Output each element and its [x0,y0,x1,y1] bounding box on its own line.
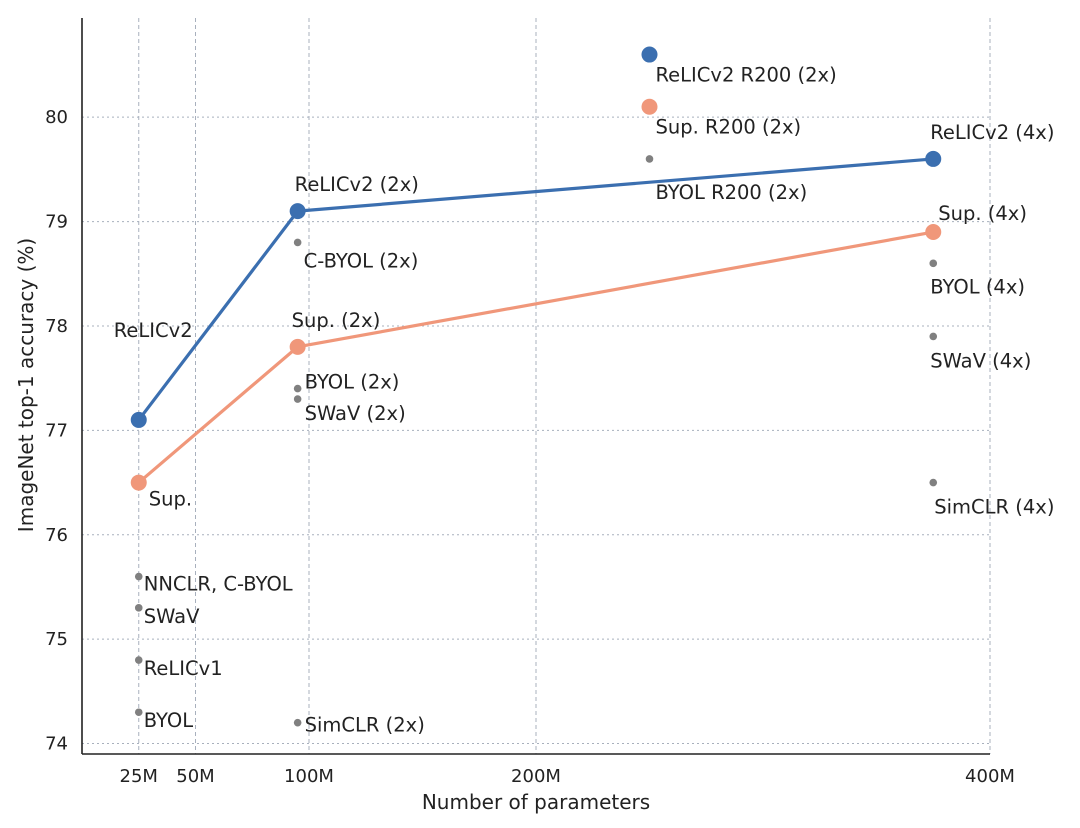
data-points [130,46,942,727]
y-tick-label: 79 [45,212,68,233]
x-tick-label: 100M [284,766,334,787]
point-marker [929,332,938,341]
point-label: SWaV (2x) [305,402,406,425]
x-tick-label: 50M [176,766,214,787]
sup-point [289,338,306,355]
y-tick-label: 75 [45,629,68,650]
y-axis-title: ImageNet top-1 accuracy (%) [14,238,38,532]
y-tick-label: 80 [45,107,68,128]
point-marker [641,46,658,63]
point-marker [134,572,143,581]
relicv2-label: ReLICv2 (4x) [930,121,1054,144]
point-label: C-BYOL (2x) [304,249,419,272]
grid [82,18,991,754]
relicv2-point [289,203,306,220]
axes: 25M 50M 100M 200M 400M 74 75 76 77 78 79 80 [45,18,1015,787]
sup-point [925,224,942,241]
point-label: ReLICv2 R200 (2x) [656,64,837,87]
point-label: BYOL (2x) [305,371,400,394]
point-label: SimCLR (2x) [305,714,425,737]
point-label: SimCLR (4x) [934,496,1054,519]
x-tick-label: 200M [511,766,561,787]
point-label: NNCLR, C-BYOL [144,573,293,596]
point-label: Sup. R200 (2x) [656,116,802,139]
x-axis-title: Number of parameters [422,790,650,814]
relicv2-point [925,150,942,167]
point-label: BYOL R200 (2x) [656,181,808,204]
point-label: SWaV [144,605,200,628]
sup-label: Sup. [149,488,192,511]
point-marker [293,395,302,403]
sup-label: Sup. (2x) [292,309,381,332]
y-tick-label: 76 [45,525,68,546]
point-marker [134,604,143,612]
x-tick-label: 400M [965,766,1015,787]
sup-point [130,474,147,491]
point-marker [929,259,938,268]
point-marker [134,656,143,664]
point-marker [929,478,938,487]
point-labels: ReLICv2 ReLICv2 (2x) ReLICv2 (4x) Sup. Sup. … [114,64,1055,737]
point-marker [293,718,302,727]
point-label: SWaV (4x) [930,349,1031,372]
point-marker [645,155,654,163]
y-tick-label: 74 [45,734,68,755]
y-tick-label: 77 [45,420,68,441]
sup-label: Sup. (4x) [938,202,1027,225]
point-marker [134,708,143,717]
point-marker [641,98,658,115]
relicv2-point [130,411,147,428]
point-label: BYOL (4x) [930,275,1025,298]
relicv2-label: ReLICv2 [114,319,193,342]
x-tick-label: 25M [120,766,158,787]
y-tick-label: 78 [45,316,68,337]
point-marker [293,384,302,393]
relicv2-label: ReLICv2 (2x) [295,173,419,196]
point-marker [293,238,302,247]
point-label: BYOL [144,709,194,732]
point-label: ReLICv1 [144,657,223,680]
